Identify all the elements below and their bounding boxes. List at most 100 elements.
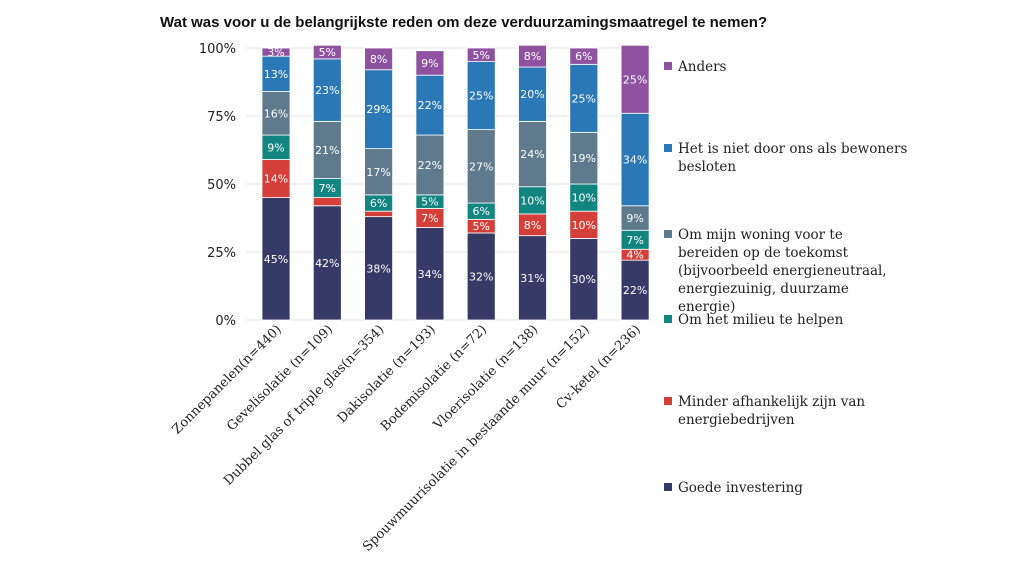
- data-label: 13%: [264, 68, 288, 81]
- legend-label: energiebedrijven: [678, 412, 795, 428]
- bar-segment: [364, 148, 394, 196]
- bar-segment: [364, 210, 394, 218]
- legend-label: bereiden op de toekomst: [678, 245, 849, 261]
- y-tick-label: 75%: [207, 110, 236, 125]
- bar-segment: [312, 121, 342, 179]
- data-label: 7%: [626, 234, 643, 247]
- data-label: 6%: [575, 50, 592, 63]
- x-tick-label: Dakisolatie (n=193): [335, 322, 439, 426]
- data-label: 22%: [623, 284, 647, 297]
- data-label: 38%: [366, 262, 390, 275]
- data-label: 22%: [418, 159, 442, 172]
- data-label: 16%: [264, 107, 288, 120]
- x-tick-label: Vloerisolatie (n=138): [430, 322, 541, 433]
- y-tick-label: 50%: [207, 178, 236, 193]
- data-label: 34%: [623, 154, 647, 167]
- bar-segment: [620, 259, 650, 321]
- bar-segment: [312, 205, 342, 321]
- data-label: 7%: [319, 182, 336, 195]
- data-label: 5%: [472, 220, 489, 233]
- data-label: 6%: [370, 197, 387, 210]
- data-label: 4%: [626, 249, 643, 262]
- legend-swatch: [664, 144, 672, 152]
- legend-label: (bijvoorbeeld energieneutraal,: [678, 263, 887, 279]
- data-label: 17%: [366, 166, 390, 179]
- bar-segment: [466, 47, 496, 63]
- x-axis: Zonnepanelen(n=440)Gevelisolatie (n=109)…: [170, 322, 644, 555]
- data-label: 7%: [421, 212, 438, 225]
- bar-segment: [569, 210, 599, 239]
- legend-label: energiezuinig, duurzame: [678, 281, 849, 297]
- bar-segment: [415, 50, 445, 76]
- bar-segment: [261, 197, 291, 321]
- legend-swatch: [664, 315, 672, 323]
- data-label: 20%: [520, 88, 544, 101]
- legend-label: besloten: [678, 159, 736, 175]
- bar-segment: [261, 47, 291, 57]
- legend-swatch: [664, 62, 672, 70]
- data-label: 22%: [418, 99, 442, 112]
- y-tick-label: 100%: [199, 42, 236, 57]
- data-label: 5%: [421, 196, 438, 209]
- data-label: 8%: [370, 53, 387, 66]
- data-label: 45%: [264, 253, 288, 266]
- bar-segment: [569, 183, 599, 212]
- data-label: 9%: [626, 212, 643, 225]
- legend-label: energie): [678, 299, 735, 315]
- bar-segment: [518, 44, 547, 68]
- data-label: 23%: [315, 84, 339, 97]
- chart-title: Wat was voor u de belangrijkste reden om…: [160, 14, 767, 31]
- data-label: 14%: [264, 173, 288, 186]
- legend-swatch: [664, 230, 672, 238]
- bar-segment: [415, 74, 445, 136]
- bar-segment: [518, 121, 547, 188]
- bar-segment: [518, 186, 547, 215]
- data-label: 25%: [572, 92, 596, 105]
- y-tick-label: 25%: [207, 246, 236, 261]
- legend-label: Minder afhankelijk zijn van: [678, 394, 865, 410]
- legend: Anders Het is niet door ons als bewoners b…: [664, 59, 907, 496]
- bar-segment: [415, 134, 445, 196]
- data-label: 9%: [267, 141, 284, 154]
- data-label: 25%: [469, 90, 493, 103]
- bar-segment: [312, 44, 342, 60]
- bar-segment: [466, 61, 496, 130]
- bar-segment: [620, 44, 650, 114]
- bar-segment: [569, 131, 599, 185]
- bar-segment: [569, 237, 599, 321]
- x-tick-label: Bodemisolatie (n=72): [378, 322, 490, 434]
- data-label: 8%: [524, 219, 541, 232]
- legend-label: Goede investering: [678, 480, 803, 496]
- bar-segment: [518, 235, 547, 321]
- legend-label: Om het milieu te helpen: [678, 312, 844, 328]
- data-label: 8%: [524, 50, 541, 63]
- data-label: 31%: [520, 272, 544, 285]
- bars: 45% 14% 9% 16% 13% 3% 42% 7% 21% 23% 5% 38% 6% 17% 29%…: [261, 44, 650, 321]
- bar-segment: [364, 69, 394, 150]
- data-label: 27%: [469, 160, 493, 173]
- bar-segment: [312, 58, 342, 122]
- data-label: 34%: [418, 268, 442, 281]
- data-label: 42%: [315, 257, 339, 270]
- data-label: 30%: [572, 273, 596, 286]
- data-label: 32%: [469, 270, 493, 283]
- data-label: 10%: [520, 194, 544, 207]
- legend-swatch: [664, 397, 672, 405]
- bar-segment: [569, 47, 599, 65]
- bar-segment: [569, 63, 599, 133]
- bar-segment: [261, 159, 291, 199]
- bar-segment: [466, 129, 496, 204]
- data-label: 29%: [366, 103, 390, 116]
- legend-label: Het is niet door ons als bewoners: [678, 141, 907, 157]
- data-label: 5%: [472, 49, 489, 62]
- data-label: 9%: [421, 57, 438, 70]
- bar-segment: [620, 205, 650, 231]
- data-label: 25%: [623, 73, 647, 86]
- data-label: 24%: [520, 148, 544, 161]
- y-tick-label: 0%: [215, 314, 236, 329]
- data-label: 10%: [572, 192, 596, 205]
- bar-segment: [312, 197, 342, 207]
- data-label: 6%: [472, 205, 489, 218]
- bar-segment: [364, 47, 394, 71]
